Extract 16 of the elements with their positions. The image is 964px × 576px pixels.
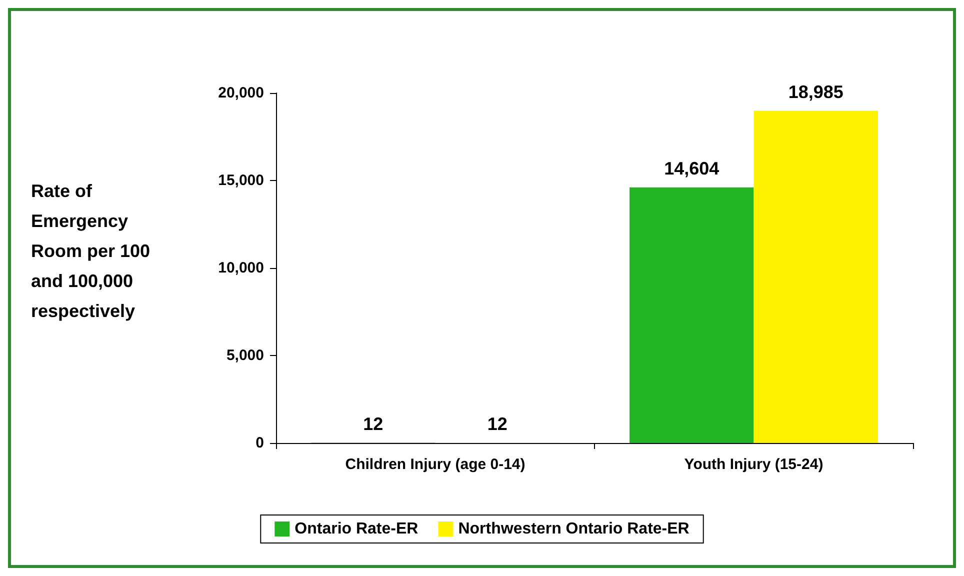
y-tick-label: 15,000 (218, 172, 264, 189)
data-label: 12 (487, 414, 508, 434)
y-tick-label: 20,000 (218, 84, 264, 102)
x-tick-label: Children Injury (age 0-14) (345, 456, 526, 473)
bar (630, 187, 754, 443)
y-tick-label: 5,000 (226, 347, 264, 364)
data-label: 18,985 (788, 82, 844, 102)
bar (754, 110, 878, 443)
y-tick-label: 0 (256, 434, 264, 452)
y-tick-label: 10,000 (218, 260, 264, 276)
data-label: 14,604 (664, 158, 720, 178)
legend-label: Ontario Rate-ER (294, 520, 419, 538)
y-axis-title: Rate of Emergency Room per 100 and 100,000 respectively (31, 181, 156, 321)
x-tick-label: Youth Injury (15-24) (684, 456, 824, 473)
data-label: 12 (363, 414, 384, 434)
legend-label: Northwestern Ontario Rate-ER (458, 520, 690, 538)
